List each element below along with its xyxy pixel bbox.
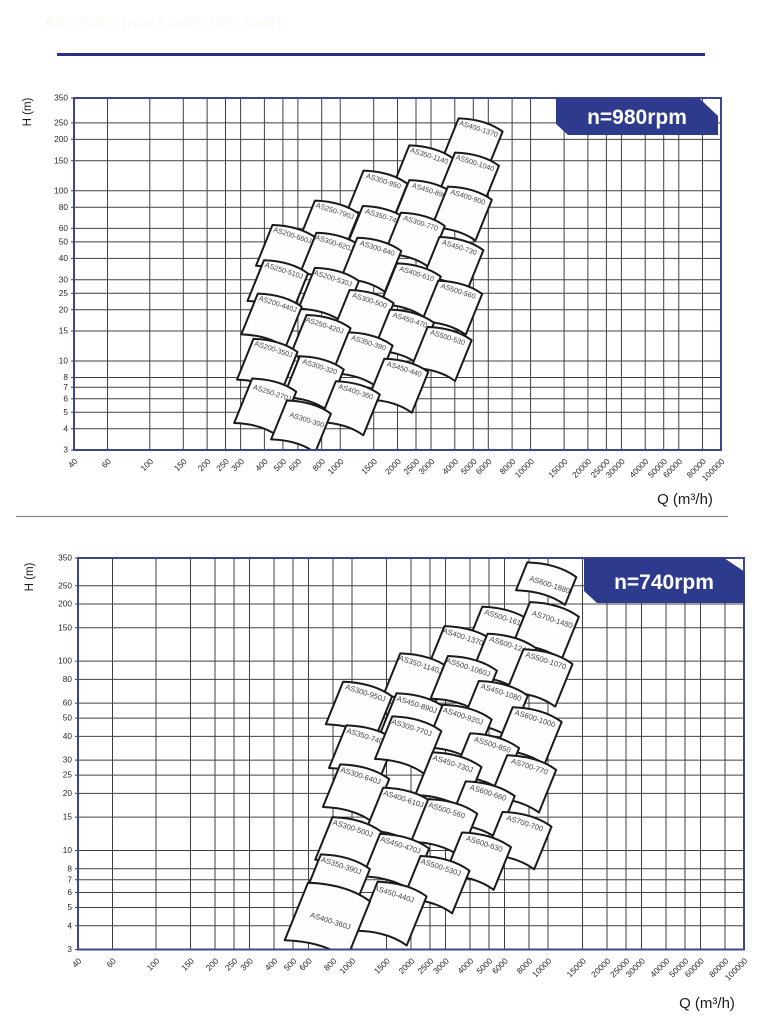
svg-text:350: 350 [58, 553, 72, 563]
svg-text:25: 25 [63, 770, 73, 780]
svg-text:800: 800 [310, 456, 327, 473]
svg-text:100: 100 [54, 185, 68, 195]
svg-text:30: 30 [63, 755, 73, 765]
svg-text:6: 6 [67, 887, 72, 897]
svg-text:Q (m³/h): Q (m³/h) [679, 995, 735, 1012]
svg-text:10: 10 [59, 356, 69, 366]
svg-text:300: 300 [238, 956, 255, 973]
svg-text:15000: 15000 [546, 456, 570, 480]
svg-text:100: 100 [138, 456, 155, 473]
svg-text:20: 20 [63, 788, 73, 798]
svg-text:150: 150 [54, 155, 68, 165]
svg-text:25: 25 [59, 288, 69, 298]
svg-text:7: 7 [63, 382, 68, 392]
svg-text:800: 800 [322, 956, 339, 973]
svg-text:80: 80 [59, 202, 69, 212]
svg-text:6000: 6000 [490, 956, 510, 976]
svg-text:H (m): H (m) [22, 97, 34, 126]
svg-text:10000: 10000 [513, 456, 537, 480]
svg-text:n=740rpm: n=740rpm [614, 571, 714, 594]
svg-text:40000: 40000 [648, 956, 672, 980]
svg-text:250: 250 [223, 956, 240, 973]
svg-text:60: 60 [59, 223, 69, 233]
svg-text:20000: 20000 [570, 456, 594, 480]
svg-text:15: 15 [63, 812, 73, 822]
svg-text:3000: 3000 [431, 956, 451, 976]
svg-text:150: 150 [58, 622, 72, 632]
svg-text:20: 20 [59, 304, 69, 314]
svg-text:40: 40 [59, 253, 69, 263]
svg-text:600: 600 [297, 956, 314, 973]
svg-text:Q (m³/h): Q (m³/h) [657, 491, 713, 508]
svg-text:3: 3 [63, 445, 68, 455]
svg-text:3: 3 [67, 944, 72, 954]
svg-text:80: 80 [63, 674, 73, 684]
svg-text:8: 8 [67, 863, 72, 873]
svg-text:60: 60 [99, 456, 113, 470]
svg-text:500: 500 [271, 456, 288, 473]
svg-text:40: 40 [66, 456, 80, 470]
svg-text:200: 200 [196, 456, 213, 473]
svg-text:100: 100 [145, 956, 162, 973]
svg-text:40000: 40000 [627, 456, 651, 480]
svg-text:400: 400 [263, 956, 280, 973]
svg-text:100: 100 [58, 656, 72, 666]
svg-text:10000: 10000 [530, 956, 554, 980]
svg-text:30: 30 [59, 274, 69, 284]
svg-text:5: 5 [63, 407, 68, 417]
svg-text:n=980rpm: n=980rpm [587, 106, 687, 129]
svg-text:H (m): H (m) [24, 562, 36, 591]
svg-text:8: 8 [63, 372, 68, 382]
svg-text:4000: 4000 [440, 456, 460, 476]
svg-text:3000: 3000 [416, 456, 436, 476]
svg-text:2000: 2000 [396, 956, 416, 976]
svg-text:400: 400 [253, 456, 270, 473]
svg-text:50: 50 [63, 713, 73, 723]
svg-text:250: 250 [58, 580, 72, 590]
svg-text:1000: 1000 [337, 956, 357, 976]
svg-text:60: 60 [104, 956, 118, 970]
svg-text:6000: 6000 [474, 456, 494, 476]
svg-text:1500: 1500 [359, 456, 379, 476]
svg-text:250: 250 [54, 118, 68, 128]
svg-text:350: 350 [54, 93, 68, 103]
svg-text:10: 10 [63, 845, 73, 855]
svg-text:50: 50 [59, 237, 69, 247]
svg-text:60: 60 [63, 698, 73, 708]
svg-text:200: 200 [58, 599, 72, 609]
svg-text:150: 150 [172, 456, 189, 473]
svg-text:1000: 1000 [325, 456, 345, 476]
svg-text:7: 7 [67, 874, 72, 884]
svg-text:AS series pump selection chart: AS series pump selection chart [44, 14, 283, 31]
svg-text:2000: 2000 [383, 456, 403, 476]
svg-text:300: 300 [229, 456, 246, 473]
svg-text:200: 200 [54, 134, 68, 144]
svg-text:4000: 4000 [455, 956, 475, 976]
svg-text:40: 40 [70, 956, 84, 970]
svg-text:20000: 20000 [589, 956, 613, 980]
svg-text:500: 500 [282, 956, 299, 973]
svg-text:15000: 15000 [565, 956, 589, 980]
svg-text:1500: 1500 [372, 956, 392, 976]
svg-text:200: 200 [204, 956, 221, 973]
svg-text:15: 15 [59, 326, 69, 336]
svg-text:4: 4 [67, 920, 72, 930]
svg-text:250: 250 [214, 456, 231, 473]
svg-text:40: 40 [63, 731, 73, 741]
svg-text:6: 6 [63, 393, 68, 403]
svg-text:4: 4 [63, 423, 68, 433]
svg-text:5: 5 [67, 902, 72, 912]
svg-text:600: 600 [286, 456, 303, 473]
svg-text:150: 150 [179, 956, 196, 973]
